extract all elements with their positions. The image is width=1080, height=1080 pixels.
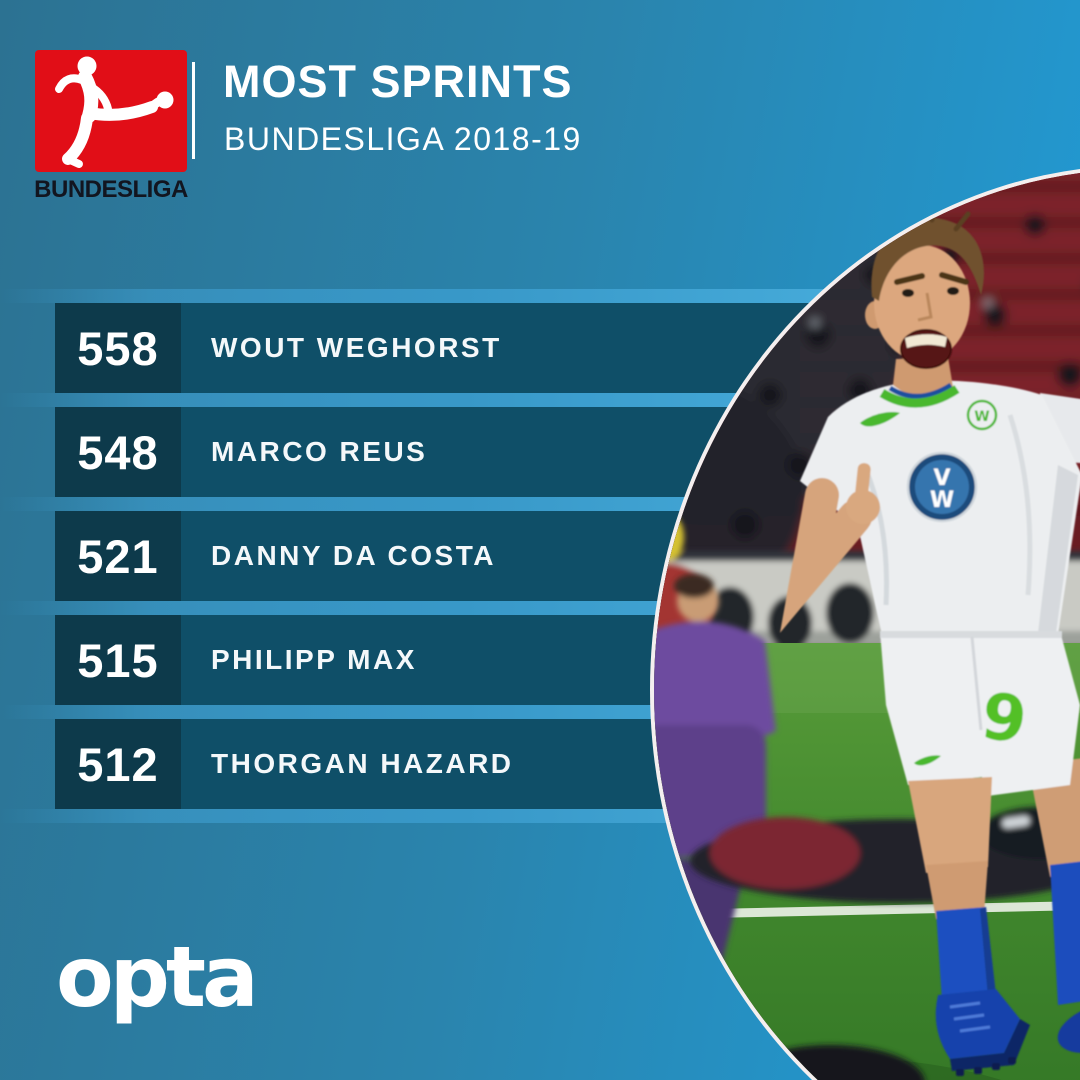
goalkeeper-figure bbox=[654, 574, 776, 1055]
sprint-count: 512 bbox=[55, 719, 181, 809]
shirt-number: 9 bbox=[977, 679, 1031, 758]
sprint-count: 548 bbox=[55, 407, 181, 497]
vw-sponsor-logo: V W bbox=[906, 451, 978, 523]
player-photo-circle: W V W 9 bbox=[650, 165, 1080, 1080]
svg-text:W: W bbox=[930, 488, 954, 513]
header-divider bbox=[192, 62, 195, 159]
sprint-count: 515 bbox=[55, 615, 181, 705]
wolfsburg-badge-icon bbox=[966, 399, 998, 431]
bundesliga-wordmark: BUNDESLIGA bbox=[34, 176, 188, 203]
wolfsburg-badge-letter: W bbox=[974, 409, 989, 425]
page-title: MOST SPRINTS bbox=[223, 56, 573, 107]
row-separator-stripe bbox=[0, 809, 835, 823]
steward-vest bbox=[654, 513, 684, 561]
row-separator-stripe bbox=[0, 289, 835, 303]
celebrating-player-figure: W V W 9 bbox=[779, 199, 1080, 1076]
opta-logo: opta bbox=[56, 928, 259, 1026]
page-subtitle: BUNDESLIGA 2018-19 bbox=[224, 121, 582, 157]
pitch-line bbox=[654, 889, 1080, 920]
sprint-count: 521 bbox=[55, 511, 181, 601]
svg-text:V: V bbox=[933, 466, 950, 491]
player-photo-illustration: W V W 9 bbox=[654, 169, 1080, 1080]
bundesliga-logo bbox=[35, 50, 187, 172]
row-separator-stripe bbox=[0, 393, 835, 407]
sprint-count: 558 bbox=[55, 303, 181, 393]
row-separator-stripe bbox=[0, 705, 835, 719]
bundesliga-kicker-icon bbox=[55, 56, 174, 168]
nike-swoosh-icon bbox=[860, 412, 900, 427]
row-separator-stripe bbox=[0, 601, 835, 615]
row-separator-stripe bbox=[0, 497, 835, 511]
